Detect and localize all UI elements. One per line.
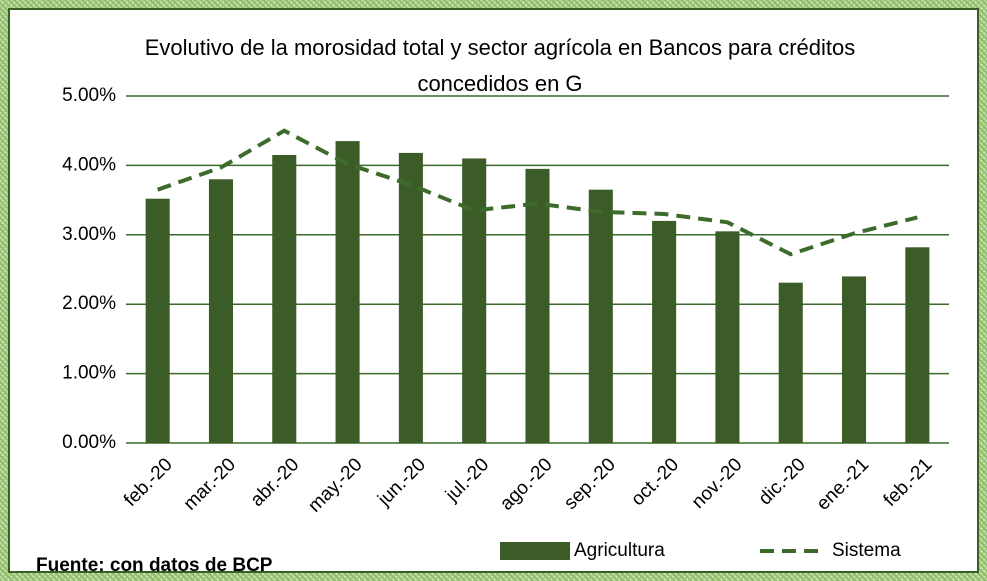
chart-area — [8, 8, 979, 573]
bar — [652, 220, 677, 443]
y-tick-label: 0.00% — [62, 432, 116, 453]
chart-title: Evolutivo de la morosidad total y sector… — [144, 35, 856, 96]
bar — [335, 141, 360, 444]
bar — [145, 198, 170, 443]
legend-label: Sistema — [832, 540, 901, 561]
source-note: Fuente: con datos de BCP — [36, 555, 273, 576]
y-tick-label: 1.00% — [62, 363, 116, 384]
y-tick-label: 2.00% — [62, 293, 116, 314]
legend-swatch — [500, 542, 570, 560]
y-tick-label: 4.00% — [62, 154, 116, 175]
bar — [208, 179, 233, 443]
legend-label: Agricultura — [574, 540, 665, 561]
y-tick-label: 5.00% — [62, 85, 116, 106]
bar — [778, 282, 803, 443]
bar — [842, 276, 867, 443]
bar — [272, 154, 297, 444]
bar — [715, 231, 740, 443]
bar — [462, 158, 487, 443]
bar — [588, 189, 613, 443]
bar — [905, 247, 930, 443]
y-tick-label: 3.00% — [62, 224, 116, 245]
line — [156, 128, 918, 257]
bar — [398, 152, 423, 443]
bar — [525, 168, 550, 443]
